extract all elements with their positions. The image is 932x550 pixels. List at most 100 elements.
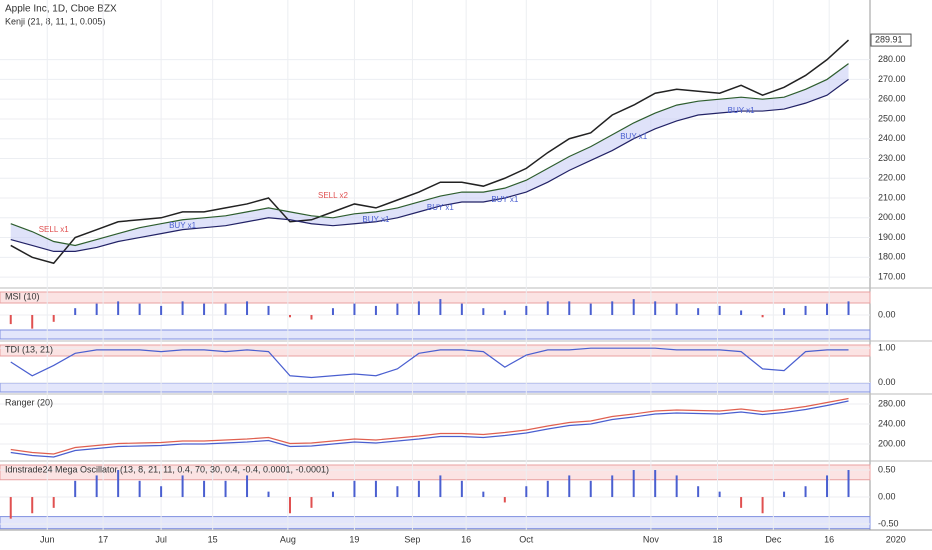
histogram-bar [589, 303, 592, 315]
x-tick-label: 15 [208, 534, 218, 544]
series-line [10, 39, 850, 265]
x-tick-label: Dec [765, 534, 782, 544]
histogram-bar [289, 497, 291, 514]
histogram-bar [546, 480, 549, 498]
histogram-bar [117, 470, 120, 498]
histogram-bar [804, 486, 807, 498]
histogram-bar [675, 475, 678, 498]
y-tick-label: 240.00 [878, 418, 906, 428]
y-tick-label: 200.00 [878, 438, 906, 448]
histogram-bar [761, 315, 764, 318]
x-tick-label: 17 [98, 534, 108, 544]
upper-band [0, 291, 871, 304]
histogram-bar [224, 303, 227, 315]
histogram-bar [181, 475, 184, 498]
chart-title: Apple Inc, 1D, Cboe BZX [5, 4, 117, 15]
histogram-bar [9, 497, 12, 519]
signal-label: BUY x1 [362, 215, 390, 224]
histogram-bar [568, 301, 571, 315]
series-line [10, 63, 849, 247]
histogram-bar [826, 475, 829, 498]
histogram-bar [95, 475, 98, 498]
x-tick-label: 19 [349, 534, 359, 544]
series-line [10, 397, 849, 455]
histogram-bar [460, 303, 463, 315]
histogram-bar [203, 480, 206, 498]
y-tick-label: 270.00 [878, 74, 906, 84]
histogram-bar [160, 305, 163, 315]
histogram-bar [697, 308, 700, 315]
x-tick-label: Oct [519, 534, 534, 544]
histogram-bar [482, 308, 485, 315]
histogram-bar [289, 315, 291, 318]
histogram-bar [632, 470, 635, 498]
histogram-bar [267, 491, 270, 498]
histogram-bar [611, 475, 614, 498]
histogram-bar [374, 480, 377, 498]
histogram-bar [138, 480, 141, 498]
histogram-bar [224, 480, 227, 498]
last-price-box [870, 33, 912, 47]
histogram-bar [331, 308, 334, 315]
lower-band [0, 516, 871, 530]
histogram-bar [439, 475, 442, 498]
y-tick-label: 280.00 [878, 54, 906, 64]
y-tick-label: 280.00 [878, 398, 906, 408]
histogram-bar [503, 497, 506, 503]
histogram-bar [826, 303, 829, 315]
histogram-bar [310, 497, 313, 508]
histogram-bar [675, 303, 678, 315]
histogram-bar [740, 497, 743, 508]
histogram-bar [525, 305, 528, 315]
y-tick-label: 240.00 [878, 133, 906, 143]
histogram-bar [74, 308, 77, 315]
histogram-bar [396, 486, 399, 498]
signal-label: BUY x1 [620, 132, 648, 141]
y-tick-label: 0.00 [878, 377, 896, 387]
signal-label: BUY x1 [491, 195, 519, 204]
y-tick-label: 170.00 [878, 271, 906, 281]
histogram-bar [525, 486, 528, 498]
y-tick-label: 210.00 [878, 192, 906, 202]
y-tick-label: -0.50 [878, 518, 899, 528]
last-price-label: 289.91 [875, 34, 903, 44]
histogram-bar [52, 497, 55, 508]
y-tick-label: 220.00 [878, 173, 906, 183]
y-tick-label: 250.00 [878, 113, 906, 123]
panel-title: Idnstrade24 Mega Oscillator (13, 8, 21, … [5, 464, 329, 474]
x-tick-label: 2020 [886, 534, 906, 544]
histogram-bar [117, 301, 120, 315]
histogram-bar [374, 305, 377, 315]
signal-label: SELL x1 [39, 225, 69, 234]
histogram-bar [31, 497, 34, 514]
histogram-bar [460, 480, 463, 498]
histogram-bar [160, 486, 163, 498]
histogram-bar [417, 301, 420, 315]
panel-title: TDI (13, 21) [5, 344, 53, 354]
histogram-bar [847, 470, 850, 498]
y-tick-label: 1.00 [878, 343, 896, 353]
upper-band [0, 464, 871, 481]
y-tick-label: 0.00 [878, 491, 896, 501]
histogram-bar [847, 301, 850, 315]
histogram-bar [568, 475, 571, 498]
y-tick-label: 190.00 [878, 232, 906, 242]
histogram-bar [632, 299, 635, 315]
indicator-label: Kenji (21, 8, 11, 1, 0.005) [5, 16, 105, 26]
histogram-bar [246, 301, 249, 315]
histogram-bar [718, 491, 721, 498]
histogram-bar [654, 470, 657, 498]
signal-label: BUY x1 [427, 203, 455, 212]
y-tick-label: 200.00 [878, 212, 906, 222]
histogram-bar [718, 305, 721, 315]
histogram-bar [611, 301, 614, 315]
signal-label: SELL x2 [318, 191, 348, 200]
x-tick-label: 18 [712, 534, 722, 544]
lower-band [0, 329, 871, 340]
histogram-bar [331, 491, 334, 498]
x-tick-label: Sep [404, 534, 420, 544]
y-tick-label: 260.00 [878, 94, 906, 104]
histogram-bar [546, 301, 549, 315]
histogram-bar [52, 315, 55, 322]
